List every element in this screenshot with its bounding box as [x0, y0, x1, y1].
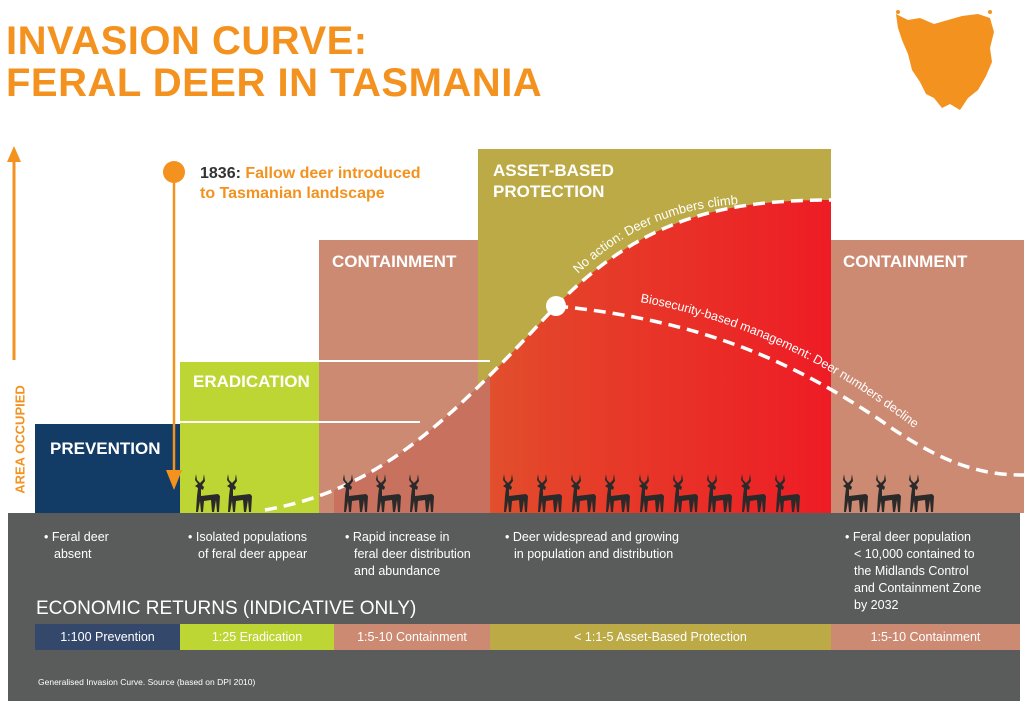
arrow-down-icon [166, 470, 182, 490]
deer-icon [503, 474, 528, 512]
deer-icon [605, 474, 630, 512]
deer-icon [227, 474, 252, 512]
econ-containment-1: 1:5-10 Containment [334, 624, 490, 650]
containment-under-curve [334, 375, 490, 513]
deer-icon [707, 474, 732, 512]
deer-icon [843, 474, 868, 512]
y-axis: AREA OCCUPIED [6, 380, 28, 500]
deer-icon [537, 474, 562, 512]
divider-line [180, 421, 420, 423]
deer-icon [775, 474, 800, 512]
deer-icon [876, 474, 901, 512]
label-line: ASSET-BASED [493, 161, 614, 180]
desc-line: of feral deer appear [198, 547, 308, 561]
deer-icon [741, 474, 766, 512]
deer-icon [639, 474, 664, 512]
deer-icon [195, 474, 220, 512]
stage-prevention [35, 424, 180, 513]
desc-line: • Rapid increase in [345, 530, 450, 544]
info-band [8, 513, 1020, 701]
stage-eradication [180, 362, 334, 513]
desc-line: in population and distribution [514, 547, 674, 561]
desc-containment-2: • Feral deer population < 10,000 containe… [845, 529, 981, 614]
divergence-point [546, 296, 566, 316]
page-title: INVASION CURVE: FERAL DEER IN TASMANIA [6, 20, 542, 104]
label-prevention: PREVENTION [50, 439, 161, 458]
desc-line: • Deer widespread and growing [505, 530, 679, 544]
red-area-under-curve [490, 200, 831, 513]
label-line: PROTECTION [493, 182, 605, 201]
label-eradication: ERADICATION [193, 372, 310, 391]
econ-prevention: 1:100 Prevention [35, 624, 180, 650]
desc-asset-protection: • Deer widespread and growing in populati… [505, 529, 679, 563]
economic-returns-title: ECONOMIC RETURNS (INDICATIVE ONLY) [36, 598, 417, 619]
deer-icon [376, 474, 401, 512]
invasion-curve: No action: Deer numbers climb Biosecurit… [7, 146, 1024, 513]
desc-line: by 2032 [854, 598, 899, 612]
desc-line: and abundance [354, 564, 441, 578]
introduction-year: 1836: [200, 165, 241, 182]
desc-eradication: • Isolated populations of feral deer appe… [188, 529, 307, 563]
desc-line: the Midlands Control [854, 564, 969, 578]
deer-icons [195, 474, 934, 512]
econ-containment-2: 1:5-10 Containment [831, 624, 1020, 650]
deer-icon [409, 474, 434, 512]
y-axis-label: AREA OCCUPIED [12, 385, 28, 494]
arrow-up-icon [7, 146, 21, 162]
desc-containment-1: • Rapid increase in feral deer distributi… [345, 529, 471, 580]
desc-line: • Feral deer [44, 530, 109, 544]
introduction-note: 1836: Fallow deer introduced to Tasmania… [200, 164, 421, 204]
desc-line: absent [54, 547, 92, 561]
managed-curve [555, 304, 1024, 477]
desc-line: • Isolated populations [188, 530, 308, 544]
deer-icon [571, 474, 596, 512]
label-containment-2: CONTAINMENT [843, 252, 968, 271]
label-containment-1: CONTAINMENT [332, 252, 457, 271]
title-line-2: FERAL DEER IN TASMANIA [6, 61, 543, 105]
deer-icon [673, 474, 698, 512]
title-line-1: INVASION CURVE: [6, 19, 368, 63]
deer-icon [343, 474, 368, 512]
econ-eradication: 1:25 Eradication [180, 624, 334, 650]
desc-line: < 10,000 contained to [854, 547, 975, 561]
tasmania-map-icon [896, 10, 994, 110]
introduction-text-2: to Tasmanian landscape [200, 185, 385, 202]
label-asset-protection: ASSET-BASED PROTECTION [493, 160, 614, 202]
introduction-text: Fallow deer introduced [245, 165, 421, 182]
desc-line: • Feral deer population [845, 530, 971, 544]
desc-line: and Containment Zone [854, 581, 982, 595]
desc-line: feral deer distribution [354, 547, 471, 561]
divider-line [180, 360, 490, 362]
deer-icon [909, 474, 934, 512]
introduction-marker [163, 161, 185, 183]
stage-containment-2 [831, 240, 1024, 513]
desc-prevention: • Feral deer absent [44, 529, 109, 563]
econ-asset-protection: < 1:1-5 Asset-Based Protection [490, 624, 831, 650]
source-note: Generalised Invasion Curve. Source (base… [38, 677, 256, 687]
